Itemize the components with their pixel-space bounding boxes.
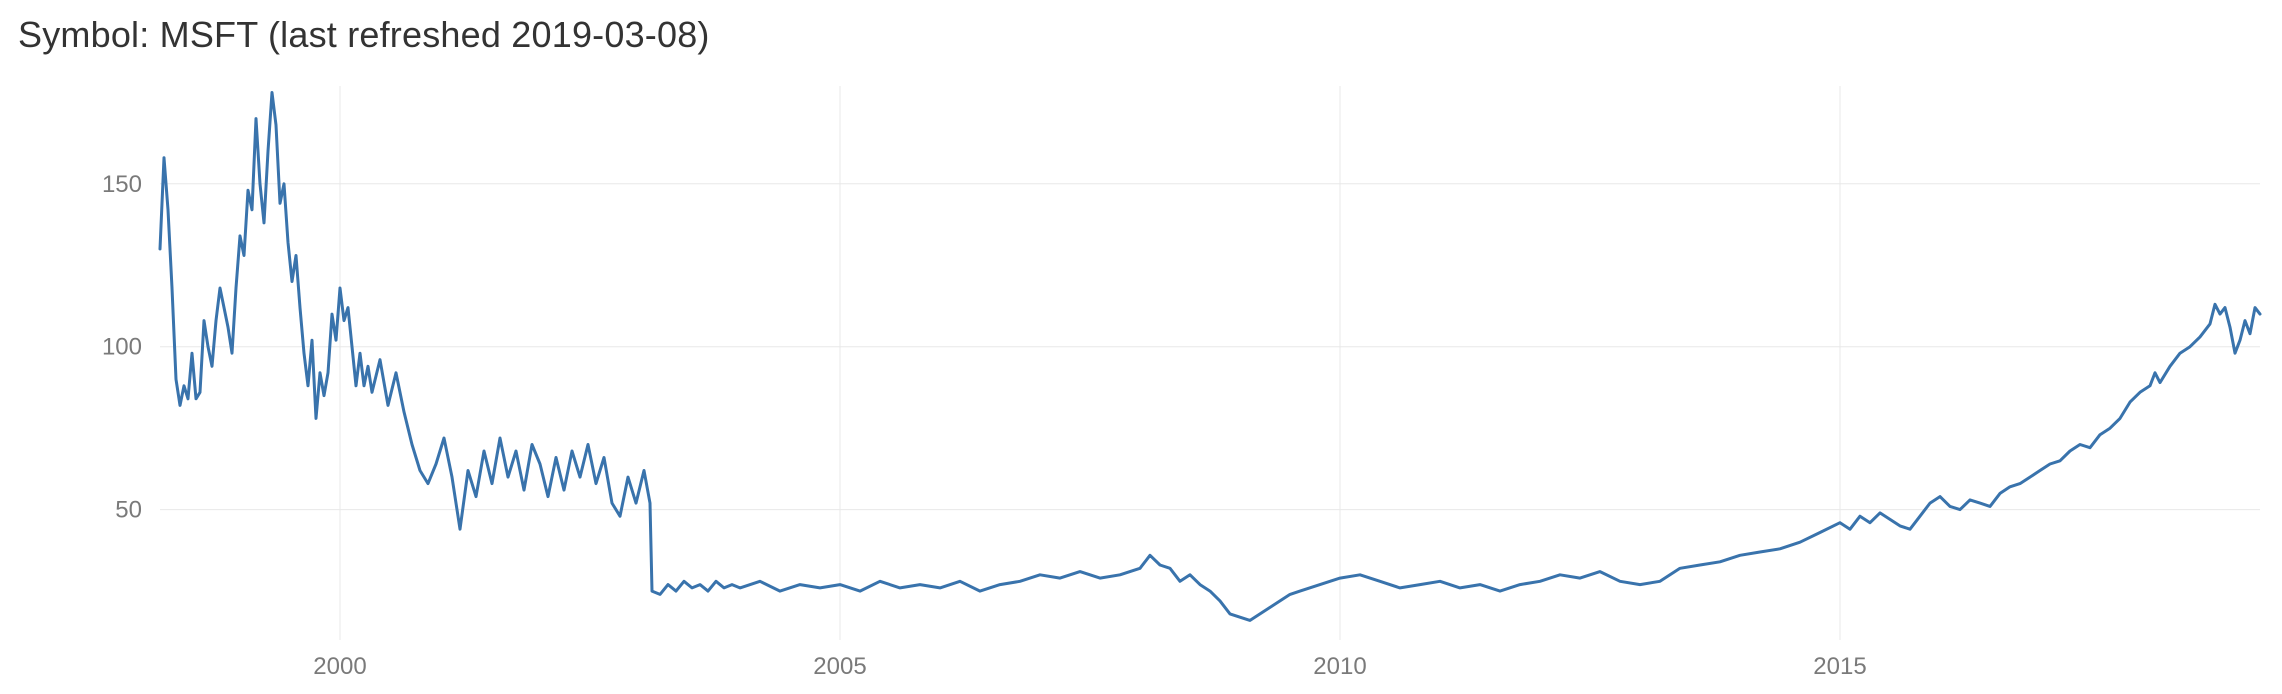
x-tick-label: 2010: [1313, 653, 1366, 680]
x-tick-label: 2000: [313, 653, 366, 680]
y-tick-label: 150: [102, 171, 142, 198]
x-tick-label: 2005: [813, 653, 866, 680]
chart-title: Symbol: MSFT (last refreshed 2019-03-08): [18, 14, 710, 56]
y-tick-label: 50: [115, 497, 142, 524]
x-tick-label: 2015: [1813, 653, 1866, 680]
price-series-line: [160, 93, 2260, 621]
y-tick-label: 100: [102, 334, 142, 361]
price-chart: 50 100 150 2000 2005 2010 2015: [0, 0, 2282, 694]
